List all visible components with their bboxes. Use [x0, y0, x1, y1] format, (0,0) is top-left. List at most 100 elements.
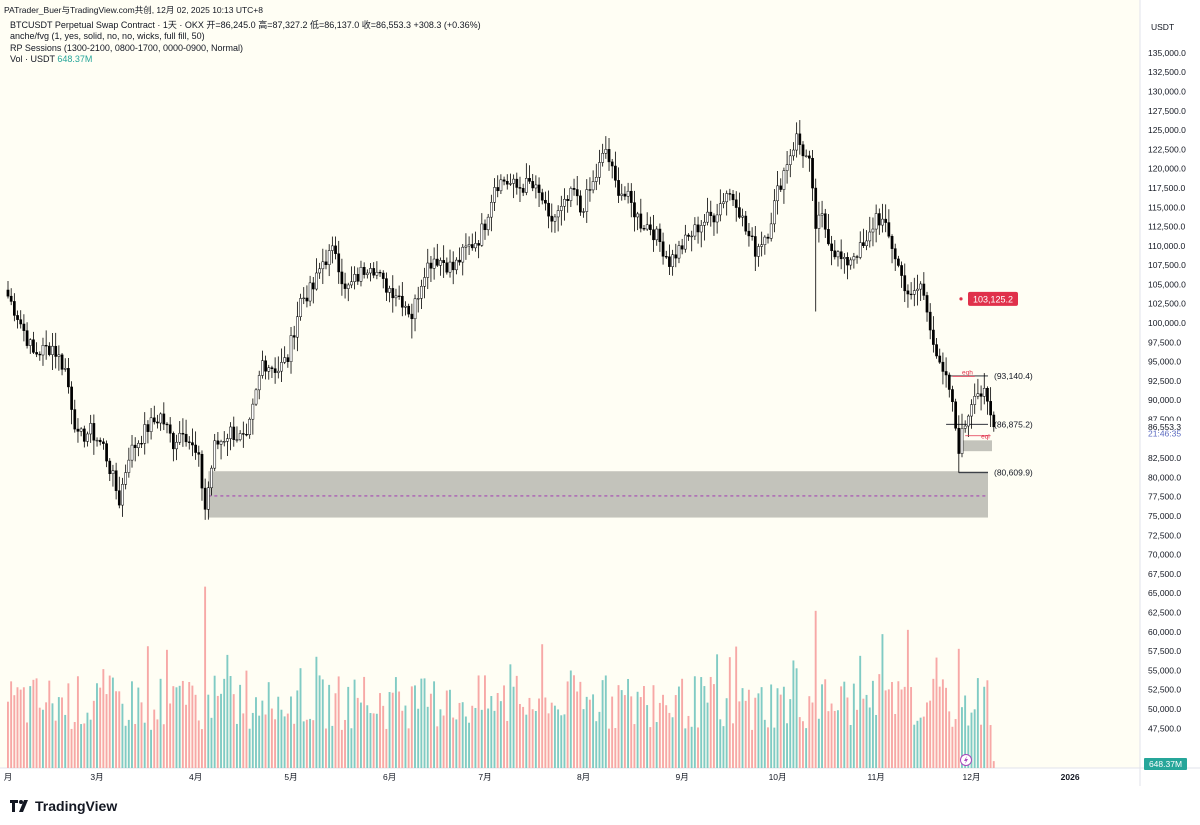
candle-body: [496, 187, 500, 192]
volume-bar: [735, 646, 738, 768]
volume-bar: [922, 716, 925, 768]
candle-body: [585, 189, 589, 212]
volume-bar: [951, 726, 954, 768]
candle-body: [699, 225, 703, 233]
volume-bar: [900, 689, 903, 768]
volume-bar: [528, 697, 531, 768]
volume-bar: [961, 707, 963, 768]
candle-body: [823, 213, 827, 230]
indicator-sessions-line[interactable]: RP Sessions (1300-2100, 0800-1700, 0000-…: [10, 42, 243, 53]
volume-bar: [296, 690, 299, 768]
x-tick-label: 7月: [478, 772, 491, 782]
volume-bar: [353, 679, 356, 768]
volume-bar: [197, 720, 200, 768]
currency-label[interactable]: USDT: [1151, 22, 1175, 32]
candle-body: [334, 245, 337, 254]
volume-bar: [468, 722, 470, 768]
y-tick-label: 122,500.0: [1148, 144, 1186, 154]
candle-body: [490, 202, 493, 218]
candle-body: [877, 213, 881, 226]
candle-body: [645, 224, 649, 230]
candle-body: [932, 329, 935, 345]
candle-body: [792, 149, 795, 157]
candle-body: [973, 396, 977, 405]
price-chart[interactable]: (93,140.4) (86,875.2) (80,609.9) eqh eql 103,…: [0, 0, 1200, 786]
volume-bar: [347, 686, 350, 768]
candle-body: [356, 274, 360, 282]
candle-body: [130, 444, 134, 461]
candle-body: [391, 288, 395, 299]
volume-bar: [929, 700, 932, 768]
symbol-ohlc-line[interactable]: BTCUSDT Perpetual Swap Contract · 1天 · O…: [10, 20, 481, 30]
candle-body: [900, 265, 903, 276]
volume-bar: [897, 681, 900, 768]
volume-bar: [827, 711, 830, 768]
volume-bar: [592, 694, 595, 768]
candle-body: [267, 367, 271, 372]
candle-body: [79, 428, 83, 432]
indicator-fvg-line[interactable]: anche/fvg (1, yes, solid, no, no, wicks,…: [10, 31, 205, 42]
volume-bar: [913, 724, 916, 768]
volume-bar: [973, 709, 976, 768]
volume-bar: [623, 695, 626, 768]
candle-body: [944, 371, 948, 376]
volume-bar: [496, 693, 499, 768]
volume-bar: [391, 692, 394, 768]
candle-body: [264, 360, 267, 372]
candle-body: [276, 370, 280, 373]
volume-bar: [223, 678, 226, 768]
candle-body: [156, 421, 159, 424]
candle-body: [916, 288, 919, 291]
candle-body: [140, 443, 143, 445]
volume-bar: [550, 702, 553, 768]
volume-bar: [267, 682, 270, 768]
candle-body: [283, 357, 287, 363]
volume-bar: [111, 677, 114, 768]
target-dot: [959, 297, 963, 301]
volume-bar: [843, 681, 846, 768]
volume-bar: [410, 686, 413, 768]
candle-body: [86, 433, 89, 442]
candle-body: [191, 442, 194, 446]
volume-bar: [235, 723, 238, 768]
volume-bar: [503, 685, 505, 768]
volume-bar: [407, 728, 410, 768]
indicator-volume-line[interactable]: Vol · USDT 648.37M: [10, 54, 481, 65]
candle-body: [165, 423, 169, 426]
volume-bar: [643, 686, 645, 768]
volume-bar: [989, 725, 992, 768]
volume-bar: [627, 678, 629, 768]
candle-body: [143, 424, 147, 444]
candle-body: [92, 423, 96, 441]
candle-body: [25, 330, 29, 346]
candle-body: [515, 178, 519, 188]
volume-bar: [398, 691, 401, 768]
target-label: 103,125.2: [973, 294, 1013, 304]
chart-legend: BTCUSDT Perpetual Swap Contract · 1天 · O…: [10, 20, 481, 65]
candle-body: [808, 155, 811, 159]
candle-body: [362, 266, 366, 275]
volume-bar: [181, 680, 184, 768]
volume-bar: [258, 715, 261, 768]
volume-bar: [719, 719, 722, 768]
volume-bar: [204, 586, 207, 768]
volume-bar: [277, 696, 280, 768]
volume-bar: [938, 686, 941, 768]
candle-body: [372, 268, 376, 276]
volume-bar: [779, 694, 782, 768]
candle-body: [483, 223, 487, 231]
volume-bar: [518, 703, 521, 768]
y-tick-label: 125,000.0: [1148, 125, 1186, 135]
volume-bar: [652, 685, 655, 768]
candle-body: [731, 193, 735, 201]
candle-body: [394, 295, 398, 299]
y-tick-label: 117,500.0: [1148, 183, 1185, 193]
volume-bar: [175, 687, 178, 768]
x-tick-label: 10月: [769, 772, 787, 782]
volume-bar: [770, 684, 773, 768]
volume-bar: [954, 719, 957, 768]
volume-bar: [926, 702, 928, 768]
volume-bar: [283, 716, 286, 768]
candle-body: [308, 282, 312, 302]
tradingview-logo[interactable]: TradingView: [10, 798, 117, 814]
